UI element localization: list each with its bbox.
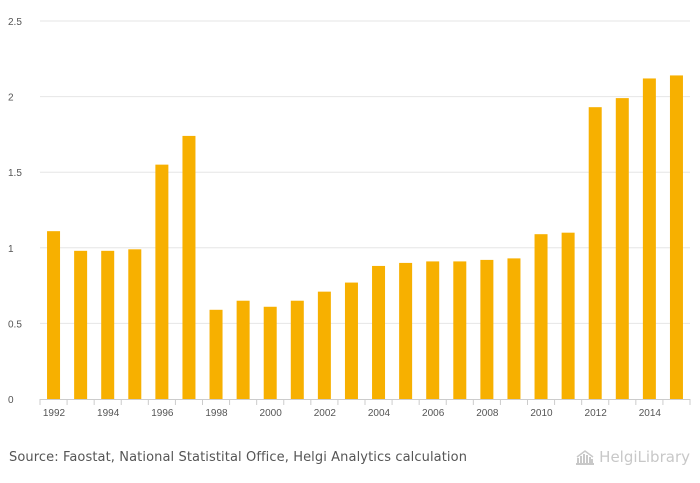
bar [236,300,250,399]
x-tick-label: 2006 [422,408,445,419]
x-tick-label: 1994 [97,408,120,419]
bar [480,259,494,399]
bar [344,282,358,399]
y-tick-label: 2.5 [8,17,22,28]
bars [47,75,683,400]
gridlines [40,20,690,324]
library-building-icon [576,450,595,465]
x-tick-label: 1992 [43,408,66,419]
source-note: Source: Faostat, National Statistital Of… [9,450,468,465]
bar [453,261,467,399]
x-tick-label: 2002 [314,408,337,419]
bar [561,232,575,399]
bar [155,164,169,399]
x-tick-label: 1998 [205,408,228,419]
brand-name: HelgiLibrary [599,448,690,466]
x-tick-label: 2008 [476,408,499,419]
bar [534,234,548,399]
y-tick-label: 0 [8,395,14,406]
y-tick-label: 0.5 [8,319,22,330]
y-axis-labels: 0 0.5 1 1.5 2 2.5 [8,17,22,406]
y-tick-label: 1.5 [8,168,22,179]
x-axis-ticks [39,399,691,405]
bar [182,135,196,400]
y-tick-label: 2 [8,93,14,104]
bar [209,309,223,399]
bar [615,98,629,399]
bar [588,107,602,400]
bar [290,300,304,399]
bar [372,265,386,399]
bar [317,291,331,399]
bar [101,250,115,399]
bar [669,75,683,399]
x-tick-label: 2000 [260,408,283,419]
x-tick-label: 2012 [585,408,608,419]
bar [426,261,440,399]
bar [263,306,277,399]
bar [128,249,142,399]
bar [399,262,413,399]
bar [47,231,61,399]
helgi-library-logo: HelgiLibrary [575,448,690,466]
y-tick-label: 1 [8,244,14,255]
bar [642,78,656,400]
bar-chart: 0 0.5 1 1.5 2 2.5 1992 1994 1996 1998 2000 2002 200… [8,17,691,419]
x-tick-label: 1996 [151,408,174,419]
bar [74,250,88,399]
bar [507,258,521,399]
x-tick-label: 2004 [368,408,391,419]
x-tick-label: 2010 [530,408,553,419]
x-tick-label: 2014 [639,408,662,419]
x-axis-labels: 1992 1994 1996 1998 2000 2002 2004 2006 2008 2010… [43,408,662,419]
